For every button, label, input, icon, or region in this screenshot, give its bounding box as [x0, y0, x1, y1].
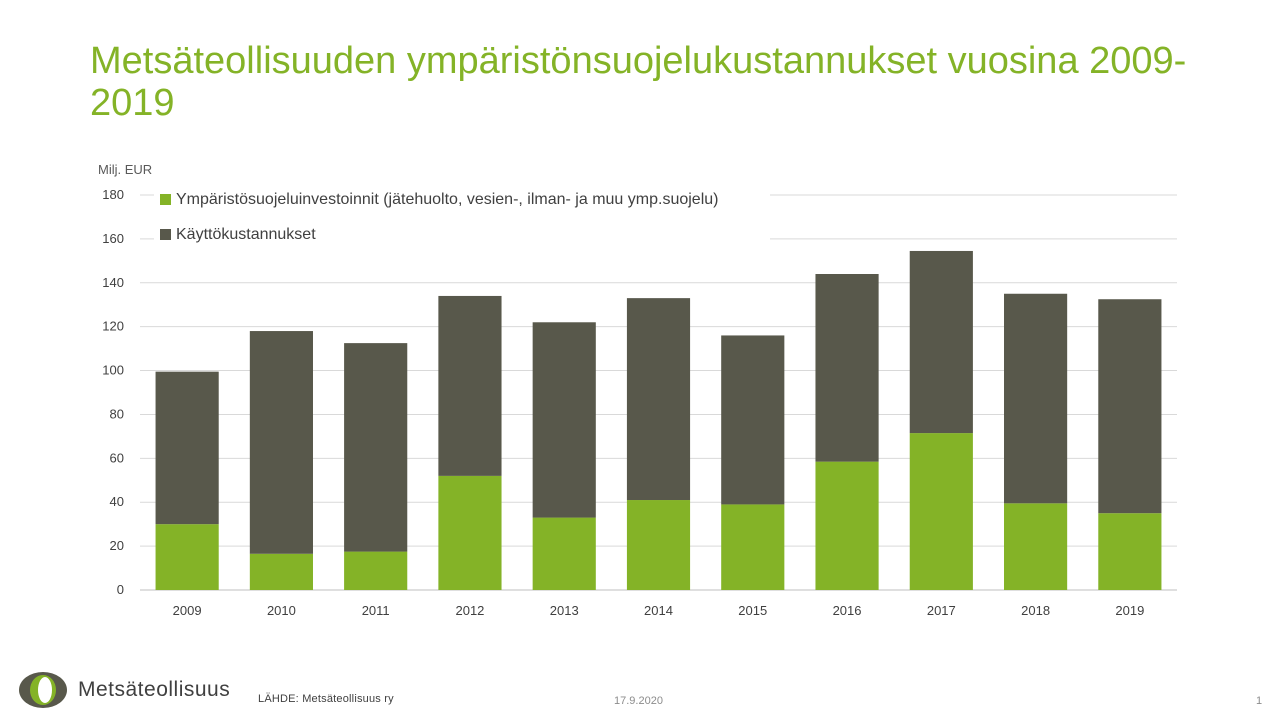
- bar-investments: [909, 433, 973, 590]
- bar-operating-costs: [721, 335, 785, 505]
- bar-investments: [532, 517, 596, 590]
- bar-investments: [1004, 503, 1068, 590]
- page-number: 1: [1256, 695, 1263, 707]
- bar-operating-costs: [815, 274, 879, 462]
- leaf-logo-icon: [19, 672, 67, 708]
- x-tick-label: 2015: [738, 603, 767, 618]
- bar-operating-costs: [909, 250, 973, 434]
- x-tick-label: 2014: [644, 603, 673, 618]
- x-tick-label: 2010: [267, 603, 296, 618]
- y-tick-label: 180: [102, 187, 124, 202]
- bar-investments: [155, 524, 219, 590]
- y-tick-label: 60: [110, 450, 124, 465]
- bar-investments: [626, 500, 691, 590]
- x-tick-label: 2019: [1115, 603, 1144, 618]
- y-tick-label: 80: [110, 406, 124, 421]
- logo-text: Metsäteollisuus: [78, 678, 231, 701]
- bar-operating-costs: [155, 371, 219, 525]
- y-tick-label: 160: [102, 231, 124, 246]
- legend-entry: Käyttökustannukset: [176, 226, 316, 243]
- footer-date: 17.9.2020: [614, 695, 663, 707]
- legend-swatch: [160, 194, 171, 205]
- y-tick-label: 20: [110, 538, 124, 553]
- source-note: LÄHDE: Metsäteollisuus ry: [258, 693, 394, 705]
- x-tick-label: 2012: [455, 603, 484, 618]
- bar-investments: [1098, 513, 1162, 590]
- legend-swatch: [160, 229, 171, 240]
- x-tick-label: 2011: [362, 603, 390, 618]
- bar-investments: [721, 504, 785, 590]
- x-tick-label: 2016: [833, 603, 862, 618]
- x-tick-label: 2017: [927, 603, 956, 618]
- x-tick-label: 2009: [173, 603, 202, 618]
- bar-investments: [249, 553, 313, 590]
- page-title: Metsäteollisuuden ympäristönsuojelukusta…: [90, 40, 1187, 124]
- company-logo: Metsäteollisuus: [18, 670, 230, 710]
- bar-investments: [344, 551, 408, 590]
- y-tick-label: 120: [102, 319, 124, 334]
- bar-investments: [815, 461, 879, 590]
- bar-operating-costs: [1098, 299, 1162, 514]
- x-tick-label: 2013: [550, 603, 579, 618]
- legend-entry: Ympäristösuojeluinvestoinnit (jätehuolto…: [176, 191, 718, 208]
- y-tick-label: 100: [102, 363, 124, 378]
- y-tick-label: 40: [110, 494, 124, 509]
- x-tick-label: 2018: [1021, 603, 1050, 618]
- bar-operating-costs: [344, 343, 408, 552]
- bar-operating-costs: [532, 322, 596, 518]
- y-tick-label: 0: [117, 582, 124, 597]
- y-axis-unit-label: Milj. EUR: [98, 162, 153, 177]
- bar-operating-costs: [626, 298, 691, 501]
- y-tick-label: 140: [102, 275, 124, 290]
- legend-background: [154, 185, 770, 241]
- bar-operating-costs: [249, 331, 313, 554]
- bar-operating-costs: [438, 295, 502, 476]
- bar-investments: [438, 475, 502, 590]
- bar-operating-costs: [1004, 293, 1068, 504]
